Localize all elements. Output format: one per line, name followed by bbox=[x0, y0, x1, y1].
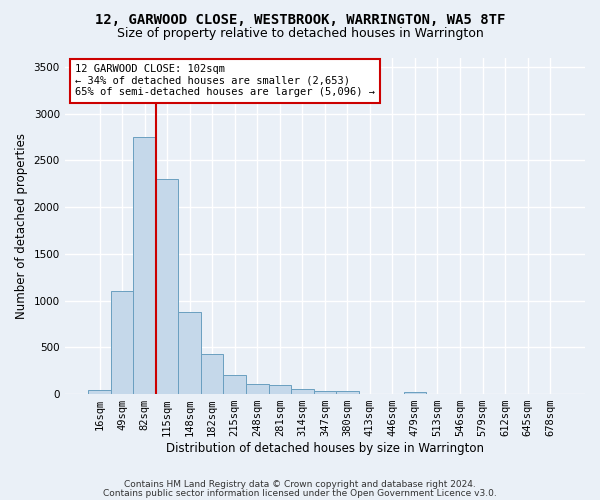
Text: Size of property relative to detached houses in Warrington: Size of property relative to detached ho… bbox=[116, 28, 484, 40]
Bar bbox=[88, 390, 111, 394]
Text: 12, GARWOOD CLOSE, WESTBROOK, WARRINGTON, WA5 8TF: 12, GARWOOD CLOSE, WESTBROOK, WARRINGTON… bbox=[95, 12, 505, 26]
Bar bbox=[246, 384, 269, 394]
Bar bbox=[111, 291, 133, 394]
Y-axis label: Number of detached properties: Number of detached properties bbox=[15, 133, 28, 319]
Bar bbox=[156, 179, 178, 394]
Bar bbox=[269, 384, 291, 394]
Bar bbox=[336, 392, 359, 394]
Bar bbox=[291, 389, 314, 394]
Bar bbox=[404, 392, 426, 394]
Bar bbox=[223, 375, 246, 394]
Text: Contains HM Land Registry data © Crown copyright and database right 2024.: Contains HM Land Registry data © Crown c… bbox=[124, 480, 476, 489]
Bar bbox=[133, 137, 156, 394]
Bar bbox=[178, 312, 201, 394]
Bar bbox=[201, 354, 223, 394]
Bar bbox=[314, 391, 336, 394]
X-axis label: Distribution of detached houses by size in Warrington: Distribution of detached houses by size … bbox=[166, 442, 484, 455]
Text: 12 GARWOOD CLOSE: 102sqm
← 34% of detached houses are smaller (2,653)
65% of sem: 12 GARWOOD CLOSE: 102sqm ← 34% of detach… bbox=[75, 64, 375, 98]
Text: Contains public sector information licensed under the Open Government Licence v3: Contains public sector information licen… bbox=[103, 488, 497, 498]
